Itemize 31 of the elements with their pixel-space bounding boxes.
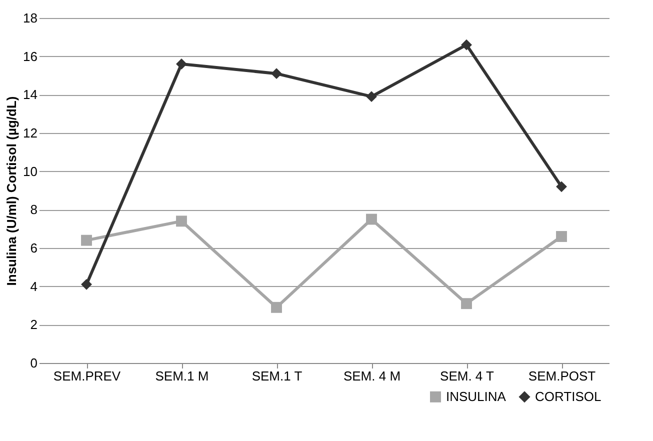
y-tick-label: 4 [30,278,38,294]
point [461,298,472,310]
point [176,216,187,227]
x-tick-label: SEM. 4 T [440,368,494,384]
y-tick-label: 10 [23,164,38,179]
y-tick-label: 6 [30,240,38,256]
point [366,91,377,102]
legend-label: INSULINA [446,388,506,404]
point [366,214,377,225]
y-tick-label: 12 [23,126,38,140]
y-tick-label: 16 [23,48,38,64]
x-tick-label: SEM.POST [528,368,596,384]
point [271,68,282,80]
y-tick-label: 0 [30,356,38,370]
y-tick-label: 18 [23,10,38,26]
point [461,39,472,50]
point [81,278,92,290]
y-axis-title: Insulina (U/ml) Cortisol (µg/dL) [4,96,20,286]
point [556,181,567,192]
legend-label: CORTISOL [535,388,602,404]
x-tick-label: SEM. 4 M [343,368,401,384]
y-tick-label: 8 [30,202,38,218]
y-tick-label: 2 [30,317,38,332]
point [176,58,187,70]
y-tick-label: 14 [23,87,38,102]
point [271,302,282,313]
x-tick-label: SEM.1 M [155,368,209,384]
x-tick-label: SEM.1 T [252,368,302,384]
point [81,234,92,246]
x-tick-label: SEM.PREV [53,368,121,384]
point [556,231,567,242]
